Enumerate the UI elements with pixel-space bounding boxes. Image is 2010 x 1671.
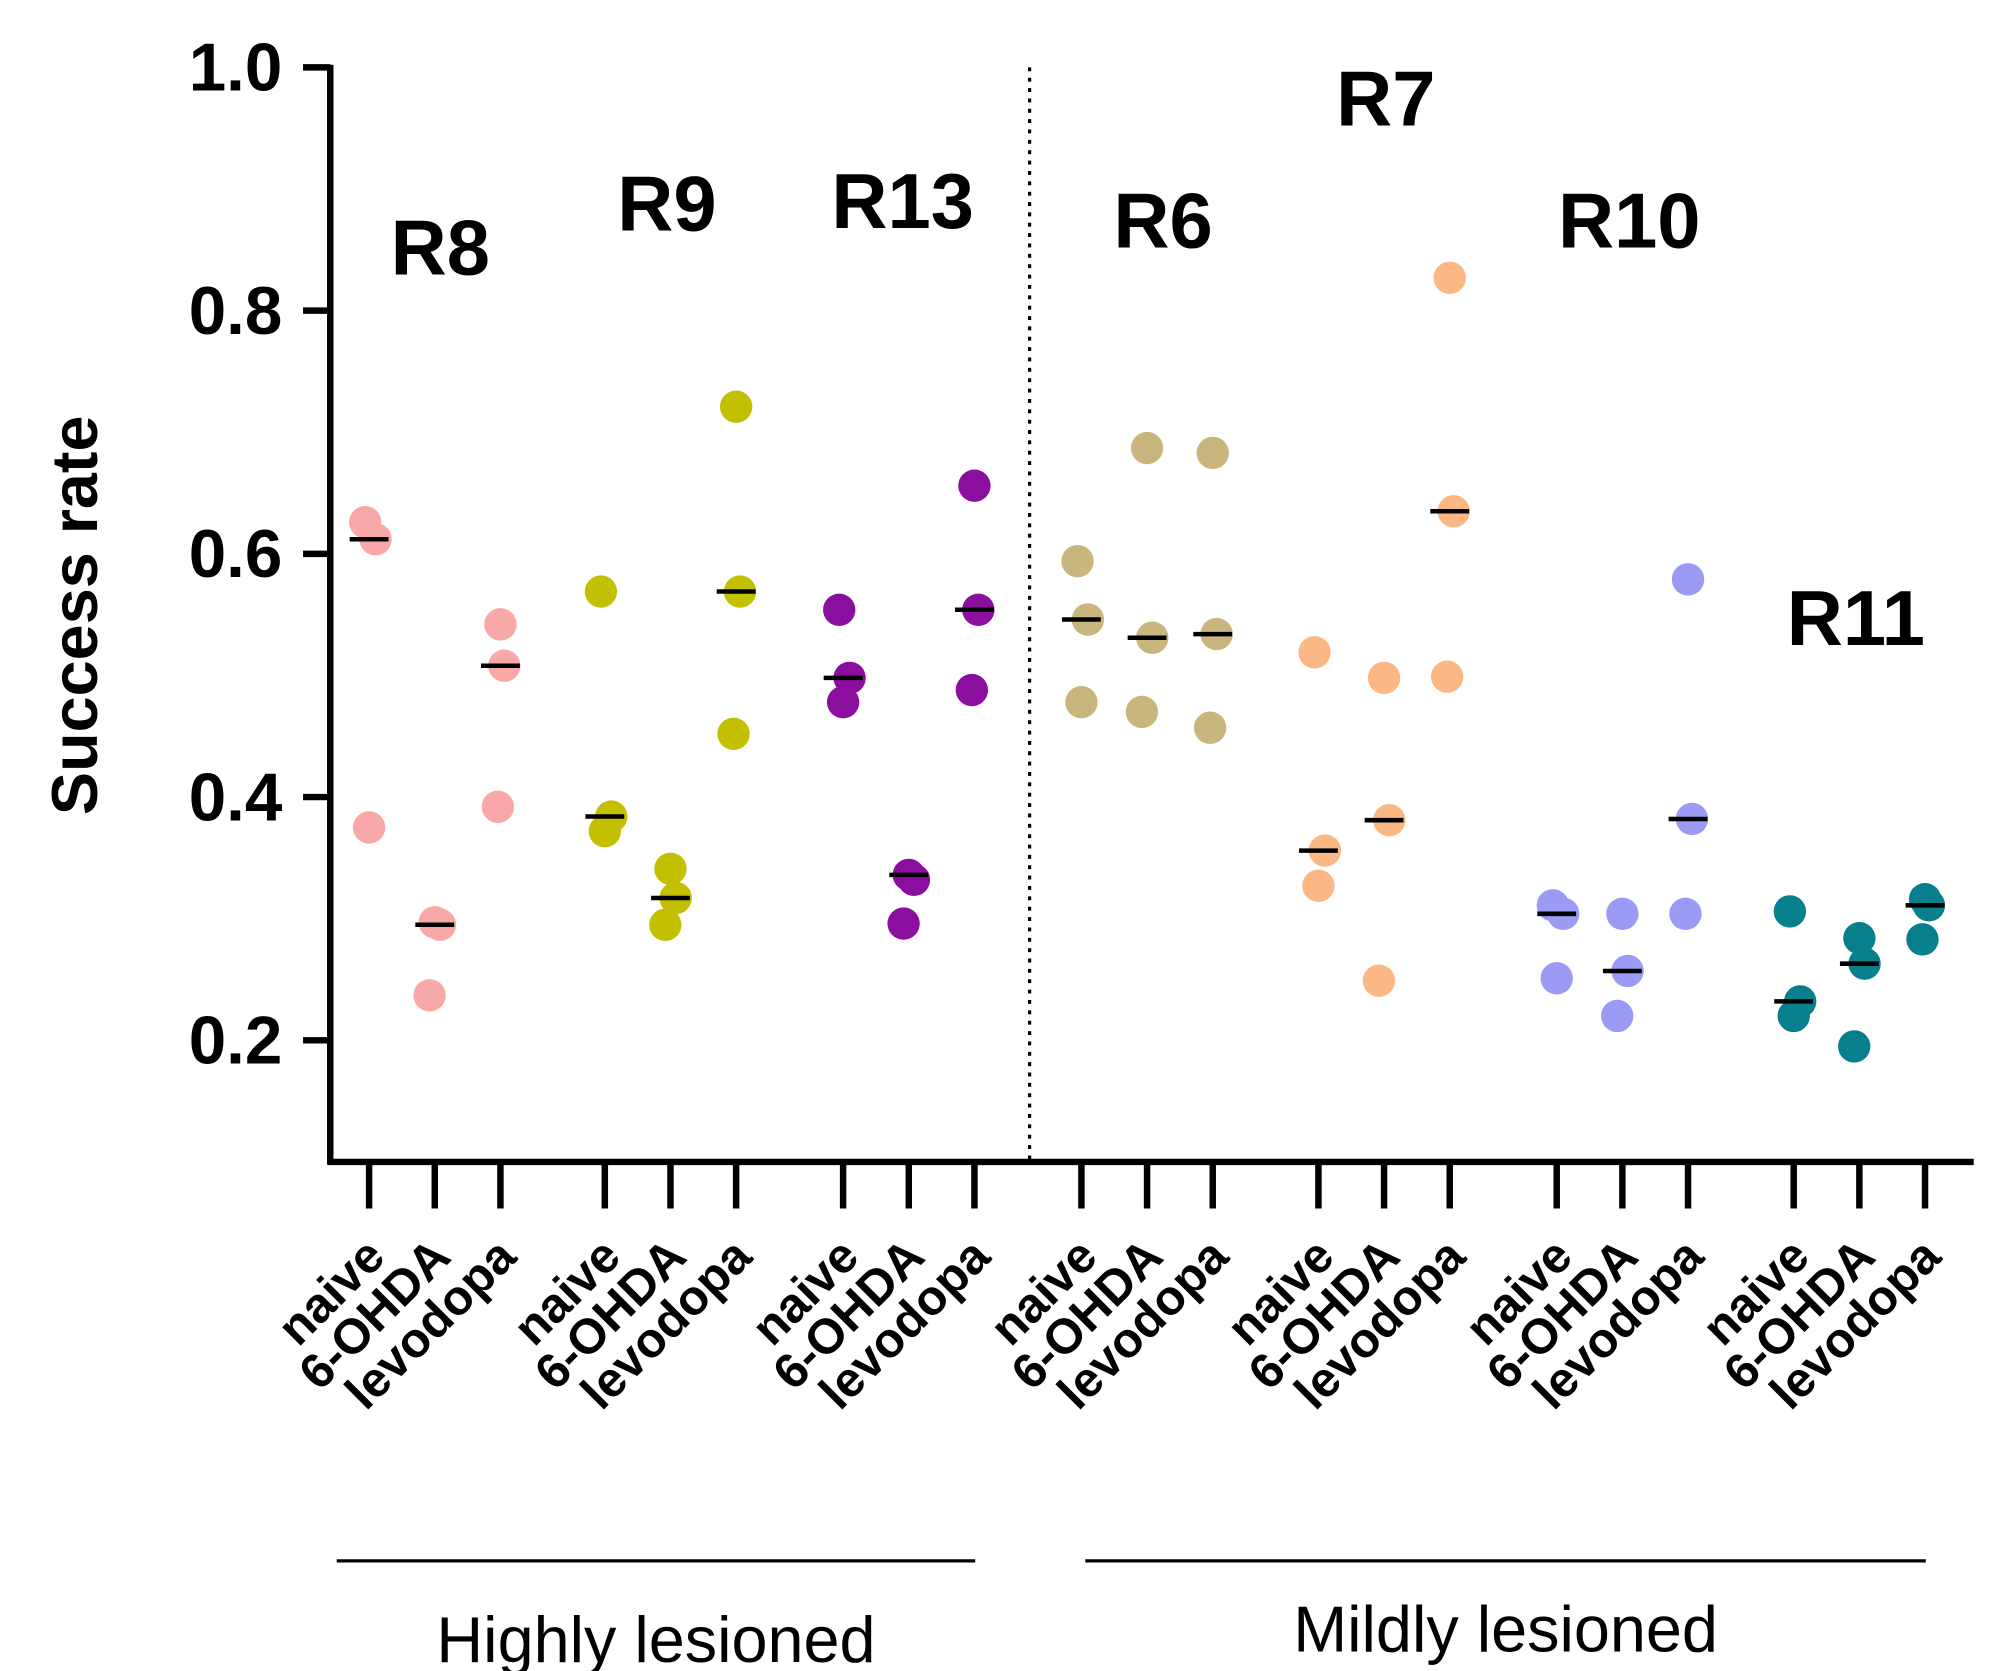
y-tick-label: 0.8 <box>189 274 283 349</box>
point <box>1196 436 1229 470</box>
point <box>1843 921 1876 955</box>
y-axis-title: Success rate <box>38 415 111 815</box>
point <box>654 852 687 886</box>
group-label: Mildly lesioned <box>1293 1593 1718 1666</box>
point <box>719 390 753 423</box>
point <box>1065 686 1098 719</box>
series-label: R10 <box>1558 178 1701 264</box>
y-tick-label: 1.0 <box>189 31 283 106</box>
y-tick-label: 0.4 <box>189 760 283 835</box>
point <box>958 469 991 502</box>
y-tick-label: 0.2 <box>189 1004 283 1079</box>
point <box>1362 964 1396 997</box>
point <box>1302 869 1335 903</box>
point <box>1433 261 1466 294</box>
point <box>1193 711 1227 744</box>
point <box>1838 1030 1871 1063</box>
point <box>1606 897 1639 931</box>
series-label: R13 <box>831 159 974 245</box>
point <box>481 790 515 823</box>
point <box>1540 962 1573 995</box>
point <box>1671 563 1705 596</box>
point <box>1430 660 1464 693</box>
point <box>823 593 856 626</box>
series-label: R8 <box>391 206 490 292</box>
group-label: Highly lesioned <box>436 1603 875 1671</box>
point <box>897 863 931 896</box>
series-label: R11 <box>1787 576 1925 662</box>
point <box>1367 661 1401 695</box>
point <box>1773 895 1807 928</box>
point <box>584 575 618 608</box>
point <box>887 907 920 940</box>
point <box>1298 636 1331 669</box>
point <box>1125 695 1159 729</box>
point <box>955 673 989 707</box>
point <box>1130 431 1164 465</box>
series-label: R7 <box>1336 57 1435 143</box>
point <box>826 686 860 719</box>
point <box>484 608 517 641</box>
point <box>1669 897 1702 931</box>
y-tick-label: 0.6 <box>189 517 283 592</box>
point <box>1906 923 1939 956</box>
point <box>352 811 386 844</box>
point <box>413 979 446 1012</box>
point <box>649 908 682 941</box>
series-label: R6 <box>1113 178 1212 264</box>
series-label: R9 <box>617 162 716 248</box>
point <box>717 717 750 751</box>
point <box>1061 544 1094 578</box>
point <box>588 814 622 848</box>
point <box>1777 999 1810 1033</box>
point <box>1601 999 1634 1033</box>
